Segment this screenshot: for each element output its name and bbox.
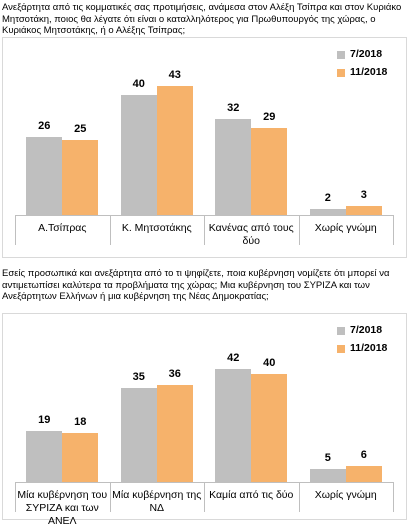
legend-label: 11/2018 xyxy=(350,66,388,78)
value-label: 2 xyxy=(324,192,331,204)
bar xyxy=(345,465,382,482)
value-label: 25 xyxy=(74,123,87,135)
category-label: Μία κυβέρνηση του ΣΥΡΙΖΑ και των ΑΝΕΛ xyxy=(17,489,108,527)
legend-label: 7/2018 xyxy=(350,48,383,60)
bar xyxy=(62,433,99,482)
value-label: 6 xyxy=(360,448,367,461)
category-divider xyxy=(204,215,205,245)
value-label: 5 xyxy=(324,451,331,464)
category-label: Χωρίς γνώμη xyxy=(314,222,377,234)
bar xyxy=(215,119,252,215)
legend-swatch xyxy=(337,345,345,353)
category-divider xyxy=(204,482,205,512)
category-divider xyxy=(15,215,16,245)
category-divider xyxy=(109,482,111,512)
value-label: 32 xyxy=(227,102,240,114)
legend-label: 11/2018 xyxy=(350,342,388,354)
value-label: 40 xyxy=(263,357,276,369)
bar xyxy=(345,206,382,215)
chart-frame xyxy=(2,313,407,520)
category-label: Χωρίς γνώμη xyxy=(314,489,377,501)
bar xyxy=(120,387,157,482)
bar xyxy=(309,209,346,215)
category-divider xyxy=(109,215,111,245)
value-label: 35 xyxy=(132,370,145,383)
question-text: Εσείς προσωπικά και ανεξάρτητα από το τι… xyxy=(2,268,390,302)
value-label: 3 xyxy=(360,189,367,201)
category-label: Α.Τσίπρας xyxy=(38,222,87,234)
category-label: Κ. Μητσοτάκης xyxy=(121,222,192,234)
value-label: 40 xyxy=(132,78,145,90)
category-divider xyxy=(298,482,300,512)
category-divider xyxy=(393,215,394,245)
category-label: Καμία από τις δύο xyxy=(209,489,294,501)
legend-label: 7/2018 xyxy=(350,324,383,336)
value-label: 43 xyxy=(168,69,181,81)
bar xyxy=(62,140,99,215)
bar xyxy=(251,374,288,482)
value-label: 36 xyxy=(168,367,181,380)
category-label: Μία κυβέρνηση της ΝΔ xyxy=(112,489,202,514)
bar xyxy=(26,137,63,215)
category-divider xyxy=(15,482,16,512)
value-label: 19 xyxy=(38,413,51,426)
legend-swatch xyxy=(337,69,345,77)
bar xyxy=(156,384,193,482)
bar xyxy=(215,368,252,482)
category-divider xyxy=(298,215,300,245)
legend-swatch xyxy=(337,327,345,335)
legend-swatch xyxy=(337,51,345,59)
bar xyxy=(309,468,346,482)
bar xyxy=(120,95,157,215)
bar xyxy=(156,86,193,215)
question-text: Ανεξάρτητα από τις κομματικές σας προτιμ… xyxy=(2,2,402,36)
value-label: 42 xyxy=(227,351,240,364)
chart-frame xyxy=(2,37,407,258)
bar xyxy=(26,430,63,482)
value-label: 18 xyxy=(74,416,87,429)
value-label: 26 xyxy=(38,120,51,132)
category-divider xyxy=(393,482,394,512)
category-label: Κανένας από τους δύο xyxy=(208,222,294,247)
value-label: 29 xyxy=(263,111,276,123)
bar xyxy=(251,128,288,215)
